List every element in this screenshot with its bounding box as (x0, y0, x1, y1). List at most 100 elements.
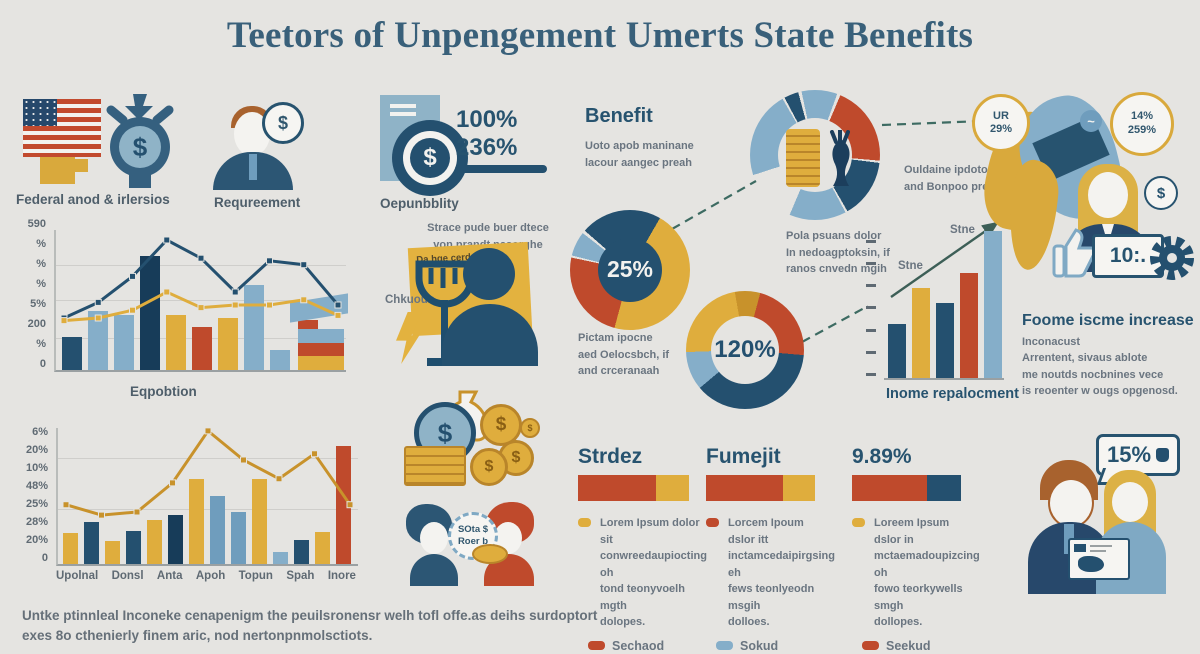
bar (105, 541, 120, 564)
chart2-lines (62, 427, 354, 519)
income-title: Foome iscme increase (1022, 312, 1194, 329)
bar (218, 318, 238, 370)
chart2-bars (58, 428, 358, 564)
money-bag-icon: $ (106, 94, 174, 188)
chart2-y-axis: 6% 20% 10% 48% 25% 28% 20% 0 (18, 426, 48, 564)
stacked-bar-cap (298, 320, 318, 329)
legend-pill (862, 641, 879, 651)
pie-25-chart: 25% (570, 210, 690, 330)
x-tick-label: Apoh (195, 570, 226, 582)
chart1-plot (54, 230, 348, 372)
bar (140, 256, 160, 370)
income-bar-chart (884, 228, 1004, 380)
bar (231, 512, 246, 564)
bar-segment (578, 475, 656, 501)
pct-bubble: 14% 259% (1110, 92, 1174, 156)
legend-pill (588, 641, 605, 651)
y-tick: 590 (27, 218, 46, 230)
y-tick: % (36, 338, 46, 350)
bar (63, 533, 78, 564)
bar (270, 350, 290, 370)
figure-icon (826, 128, 854, 193)
chart1-y-axis: 590%%% 5% 200% 0 (20, 218, 46, 370)
bar (168, 515, 183, 564)
chkuoun-label: Chkuoun (385, 294, 435, 306)
legend-bullet (578, 518, 591, 527)
bar (210, 496, 225, 564)
bar-segment (852, 475, 927, 501)
thumbs-up-icon (1052, 228, 1097, 278)
stacked-bar-segment (298, 356, 344, 370)
x-tick-label: Inore (327, 570, 356, 582)
dollar-circle-icon: $ (1144, 176, 1178, 210)
x-tick-label: Upolnal (56, 570, 99, 582)
talk-coin-icon (472, 544, 508, 564)
stne-label-1: Stne (898, 260, 923, 272)
chart1-lines (60, 236, 342, 325)
gold-coin-2: $ (520, 418, 540, 438)
bar (912, 288, 930, 378)
gold-coin-1: $ (480, 404, 522, 446)
column-title: Fumejit (706, 445, 781, 468)
dependability-label: Oepunbblity (380, 196, 459, 211)
bar-segment (706, 475, 783, 501)
y-tick: 0 (41, 552, 48, 564)
bar (62, 337, 82, 370)
stat-column: Fumejit Lorcem Ipoum dslor itt inctamced… (706, 445, 835, 654)
conversation-icons: SOta $ Roer b (398, 500, 548, 595)
legend-bullet (706, 518, 719, 527)
x-tick-label: Spah (286, 570, 315, 582)
x-tick-label: Anta (156, 570, 183, 582)
gear-icon (1150, 236, 1194, 280)
legend-pill (716, 641, 733, 651)
chart1-title: Eqpobtion (130, 384, 197, 399)
bar (984, 231, 1002, 378)
flag-pole-block-2 (75, 159, 88, 172)
pill-label: Sokud (740, 638, 779, 653)
dependability-value-2: 236% (456, 134, 518, 161)
bar (315, 532, 330, 564)
chart1-bars (56, 230, 348, 370)
footer-text: Untke ptinnleal Inconeke cenapenigm the … (22, 608, 598, 643)
pie-center-label: 120% (710, 315, 780, 385)
us-flag-icon (23, 99, 101, 184)
column-bar (852, 475, 977, 501)
ur-bubble: UR 29% (972, 94, 1030, 152)
donut-caption: Pola psuans dolor In nedoagptoksin, if r… (786, 230, 890, 275)
chat-dot-icon: ~ (1080, 110, 1102, 132)
dollar-speech-bubble: $ (262, 102, 304, 144)
bar (273, 552, 288, 564)
x-tick-label: Topun (238, 570, 273, 582)
legend-text: Lorem Ipsum dolor sit conwreedaupiocting… (600, 517, 707, 628)
coins-cluster: $ $ $ $ $ (400, 388, 550, 486)
income-subtitle: Inconacust (1022, 336, 1081, 348)
y-tick: 0 (39, 358, 46, 370)
flag-pole-block (40, 157, 75, 184)
stacked-bar-segment (298, 343, 344, 356)
bar (192, 327, 212, 370)
chart2-plot (56, 427, 358, 566)
y-tick: 20% (25, 444, 48, 456)
bar-segment (656, 475, 689, 501)
bar (936, 303, 954, 378)
dependability-value-1: 100% (456, 106, 518, 133)
stne-label-2: Stne (950, 224, 975, 236)
federal-label: Federal anod & irlersios (16, 192, 170, 207)
chart3-bars (884, 228, 1004, 378)
bar (888, 324, 906, 378)
bar (960, 273, 978, 378)
legend-bullet (852, 518, 865, 527)
bag-glyph-icon (1156, 448, 1170, 462)
y-tick: 6% (32, 426, 48, 438)
magnifier-dollar-icon: $ (392, 120, 468, 196)
y-tick: 20% (25, 534, 48, 546)
coin-stack-icon (786, 127, 820, 187)
family-icons: 15% (1028, 420, 1198, 595)
income-chart-label: Inome repalocment (886, 386, 1019, 402)
y-tick: 48% (25, 480, 48, 492)
bar (336, 446, 351, 564)
y-tick: % (36, 278, 46, 290)
svg-text:$: $ (133, 132, 148, 162)
y-tick: 200 (27, 318, 46, 330)
benefit-subtitle: Uoto apob maninane lacour aangec preah (585, 140, 694, 169)
